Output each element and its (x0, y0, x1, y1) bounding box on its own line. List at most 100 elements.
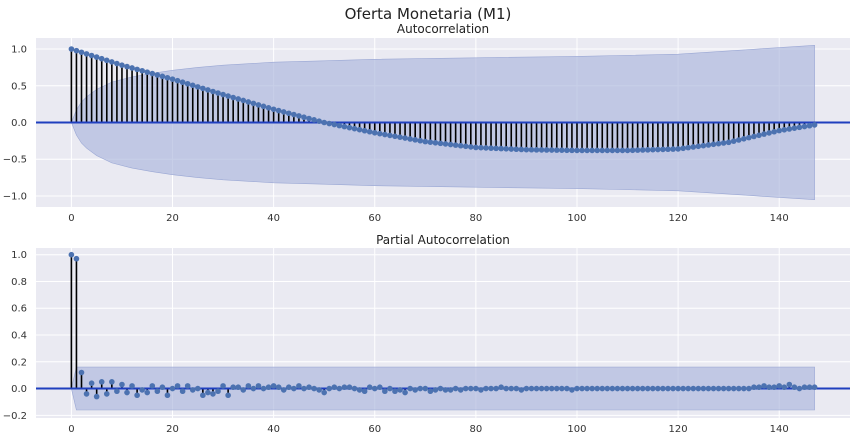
data-point (594, 147, 601, 154)
data-point (462, 385, 469, 392)
data-point (680, 145, 686, 152)
data-point (801, 123, 808, 130)
data-point (538, 147, 545, 153)
data-point (513, 146, 520, 153)
data-point (280, 387, 287, 393)
data-point (291, 111, 297, 118)
data-point (791, 125, 798, 131)
data-point (670, 146, 676, 152)
data-point (447, 141, 454, 148)
data-point (88, 52, 95, 59)
data-point (114, 388, 120, 395)
acf-plot: 0 20 40 60 80 100 120 140 −1.0 −0.5 0.0 0.5 1.0 Autoc… (3, 22, 850, 224)
data-point (124, 63, 130, 70)
data-point (614, 147, 621, 154)
y-tick-label: 1.0 (11, 250, 27, 261)
data-point (624, 385, 631, 392)
data-point (235, 96, 242, 102)
data-point (746, 134, 752, 141)
data-point (154, 388, 161, 395)
data-point (377, 384, 383, 391)
data-point (245, 99, 252, 105)
data-point (574, 147, 580, 154)
y-tick-label: −0.5 (3, 155, 27, 166)
data-point (629, 147, 636, 154)
x-tick-label: 80 (469, 424, 482, 435)
data-point (801, 384, 808, 391)
data-point (483, 145, 489, 151)
data-point (796, 124, 803, 131)
data-point (407, 385, 413, 392)
data-point (412, 137, 418, 143)
data-point (124, 389, 130, 396)
data-point (594, 385, 601, 392)
data-point (766, 384, 772, 391)
data-point (483, 385, 489, 392)
data-point (366, 128, 373, 135)
data-point (589, 385, 595, 392)
data-point (766, 130, 772, 136)
data-point (650, 146, 656, 153)
data-point (685, 144, 692, 151)
data-point (710, 141, 717, 148)
data-point (114, 60, 120, 67)
y-tick-label: −0.2 (3, 411, 27, 422)
data-point (609, 147, 616, 154)
data-point (498, 384, 504, 391)
data-point (275, 107, 282, 114)
x-tick-label: 0 (68, 213, 74, 224)
data-point (154, 72, 161, 78)
data-point (508, 146, 515, 152)
data-point (326, 385, 333, 392)
data-point (629, 385, 636, 392)
data-point (260, 385, 267, 392)
y-tick-label: 0.6 (11, 304, 27, 315)
data-point (306, 384, 312, 391)
data-point (285, 384, 292, 391)
data-point (361, 388, 368, 395)
data-point (260, 103, 267, 110)
data-point (407, 136, 413, 142)
data-point (240, 97, 247, 104)
data-point (771, 384, 777, 391)
data-point (533, 385, 540, 392)
data-point (397, 134, 403, 140)
data-point (660, 385, 666, 392)
data-point (771, 128, 777, 135)
data-point (245, 383, 252, 389)
data-point (270, 383, 277, 389)
data-point (205, 87, 211, 93)
data-point (579, 385, 585, 392)
data-point (543, 147, 550, 153)
data-point (695, 385, 702, 392)
data-point (478, 144, 484, 151)
data-point (382, 388, 388, 395)
data-point (473, 385, 479, 392)
data-point (68, 46, 75, 52)
data-point (189, 82, 196, 89)
data-point (624, 147, 631, 154)
data-point (220, 383, 226, 389)
data-point (159, 384, 166, 391)
data-point (599, 385, 606, 392)
data-point (639, 385, 646, 392)
data-point (604, 147, 611, 154)
data-point (331, 384, 338, 391)
data-point (569, 387, 575, 393)
data-point (417, 137, 424, 144)
data-point (351, 125, 358, 132)
data-point (200, 85, 206, 92)
data-point (144, 389, 151, 396)
data-point (422, 385, 429, 392)
data-point (356, 387, 363, 393)
data-point (139, 67, 145, 74)
data-point (751, 133, 757, 140)
data-point (700, 142, 707, 149)
data-point (371, 129, 378, 136)
y-tick-label: 0.2 (11, 357, 27, 368)
data-point (169, 76, 176, 82)
data-point (265, 105, 272, 111)
y-tick-label: 1.0 (11, 45, 27, 56)
data-point (665, 385, 671, 392)
data-point (301, 385, 307, 392)
